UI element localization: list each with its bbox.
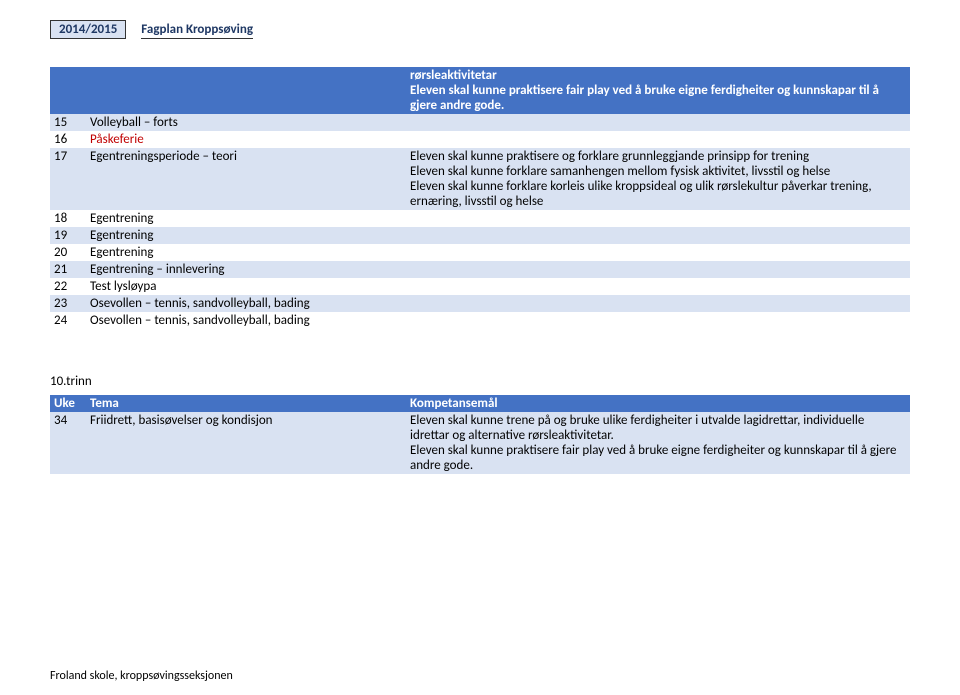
- plan-table-upper: rørsleaktivitetar Eleven skal kunne prak…: [50, 67, 910, 329]
- table-row: 19Egentrening: [50, 227, 910, 244]
- theme-cell: Test lysløypa: [86, 278, 406, 295]
- week-number: 34: [50, 412, 86, 474]
- theme-cell: Egentrening: [86, 227, 406, 244]
- top-competence-text: rørsleaktivitetar Eleven skal kunne prak…: [406, 67, 910, 114]
- table-row: 23Osevollen – tennis, sandvolleyball, ba…: [50, 295, 910, 312]
- page-header: 2014/2015 Fagplan Kroppsøving: [50, 20, 910, 39]
- table-row: 22Test lysløypa: [50, 278, 910, 295]
- competence-cell: [406, 227, 910, 244]
- theme-cell: Egentrening: [86, 210, 406, 227]
- competence-cell: [406, 312, 910, 329]
- top-competence-row: rørsleaktivitetar Eleven skal kunne prak…: [50, 67, 910, 114]
- theme-cell: Friidrett, basisøvelser og kondisjon: [86, 412, 406, 474]
- theme-cell: Påskeferie: [86, 131, 406, 148]
- week-number: 18: [50, 210, 86, 227]
- year-box: 2014/2015: [50, 20, 126, 39]
- theme-cell: Volleyball – forts: [86, 114, 406, 131]
- header-title: Fagplan Kroppsøving: [141, 22, 253, 39]
- col-head-uke: Uke: [50, 395, 86, 412]
- competence-cell: [406, 244, 910, 261]
- theme-cell: Egentreningsperiode – teori: [86, 148, 406, 210]
- plan-table-lower: Uke Tema Kompetansemål 34Friidrett, basi…: [50, 395, 910, 474]
- competence-cell: [406, 261, 910, 278]
- table-row: 18Egentrening: [50, 210, 910, 227]
- week-number: 23: [50, 295, 86, 312]
- week-number: 24: [50, 312, 86, 329]
- week-number: 21: [50, 261, 86, 278]
- competence-cell: [406, 278, 910, 295]
- section-10trinn: 10.trinn: [50, 374, 910, 389]
- table-row: 15Volleyball – forts: [50, 114, 910, 131]
- competence-cell: [406, 295, 910, 312]
- footer-text: Froland skole, kroppsøvingsseksjonen: [50, 669, 233, 683]
- week-number: 16: [50, 131, 86, 148]
- table-head-row: Uke Tema Kompetansemål: [50, 395, 910, 412]
- week-number: 17: [50, 148, 86, 210]
- theme-cell: Osevollen – tennis, sandvolleyball, badi…: [86, 312, 406, 329]
- competence-cell: Eleven skal kunne praktisere og forklare…: [406, 148, 910, 210]
- week-number: 19: [50, 227, 86, 244]
- theme-cell: Egentrening: [86, 244, 406, 261]
- week-number: 20: [50, 244, 86, 261]
- competence-cell: [406, 114, 910, 131]
- col-head-komp: Kompetansemål: [406, 395, 910, 412]
- competence-cell: Eleven skal kunne trene på og bruke ulik…: [406, 412, 910, 474]
- table-row: 17Egentreningsperiode – teoriEleven skal…: [50, 148, 910, 210]
- theme-cell: Osevollen – tennis, sandvolleyball, badi…: [86, 295, 406, 312]
- table-row: 34Friidrett, basisøvelser og kondisjonEl…: [50, 412, 910, 474]
- competence-cell: [406, 210, 910, 227]
- competence-cell: [406, 131, 910, 148]
- week-number: 15: [50, 114, 86, 131]
- table-row: 21Egentrening – innlevering: [50, 261, 910, 278]
- week-number: 22: [50, 278, 86, 295]
- table-row: 24Osevollen – tennis, sandvolleyball, ba…: [50, 312, 910, 329]
- table-row: 16Påskeferie: [50, 131, 910, 148]
- theme-cell: Egentrening – innlevering: [86, 261, 406, 278]
- table-row: 20Egentrening: [50, 244, 910, 261]
- col-head-tema: Tema: [86, 395, 406, 412]
